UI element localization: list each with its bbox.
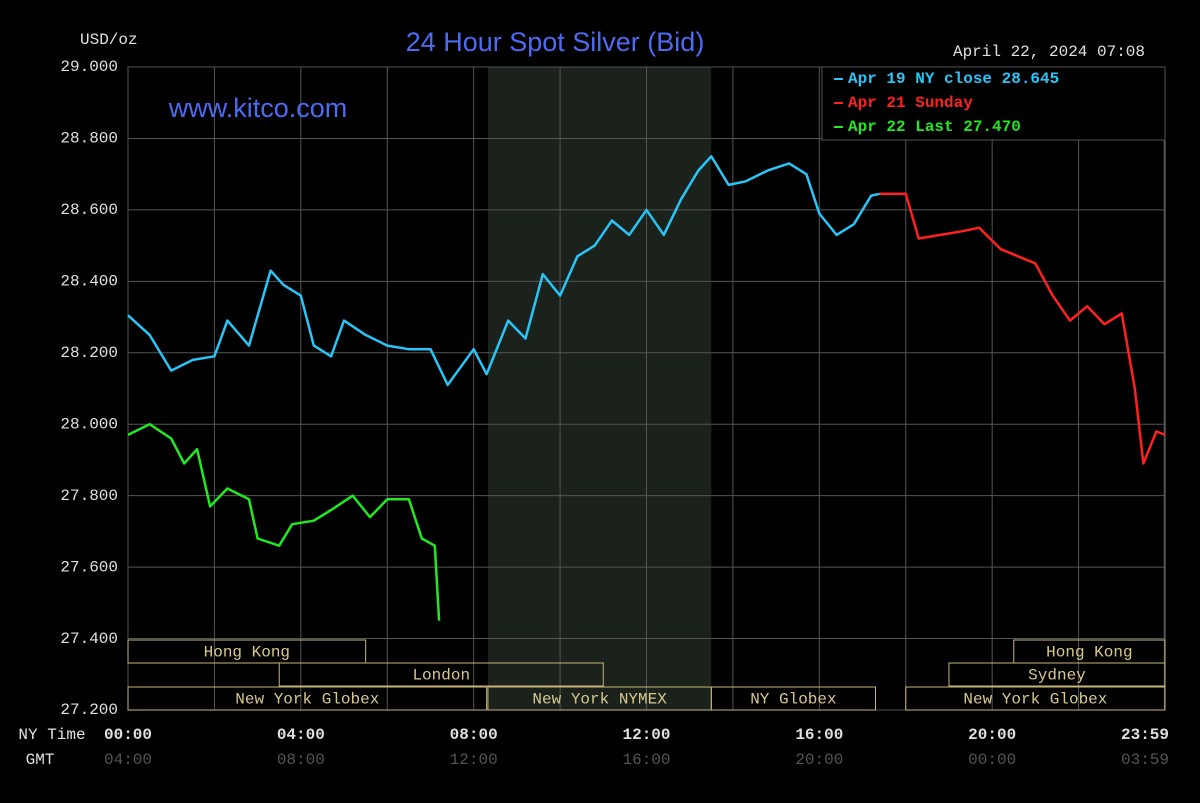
x-tick-label: 16:00 <box>795 726 843 744</box>
x-tick-label: 08:00 <box>450 726 498 744</box>
session-bar <box>710 686 877 711</box>
session-bar <box>127 686 488 711</box>
y-tick-label: 28.600 <box>60 201 118 219</box>
y-tick-label: 28.400 <box>60 273 118 291</box>
timestamp: April 22, 2024 07:08 <box>953 43 1145 61</box>
gmt-tick-label: 12:00 <box>450 751 498 769</box>
x-tick-label: 12:00 <box>622 726 670 744</box>
y-tick-label: 27.200 <box>60 701 118 719</box>
session-label: London <box>412 667 470 685</box>
chart-title: 24 Hour Spot Silver (Bid) <box>406 27 705 57</box>
y-tick-label: 27.600 <box>60 558 118 576</box>
session-bar <box>127 639 367 664</box>
x-axis-label: NY Time <box>18 726 85 744</box>
y-unit: USD/oz <box>80 31 138 49</box>
y-tick-label: 28.800 <box>60 130 118 148</box>
gmt-tick-label: 00:00 <box>968 751 1016 769</box>
shade <box>487 67 712 710</box>
session-label: Sydney <box>1028 667 1086 685</box>
x-tick-label: 23:59 <box>1121 726 1169 744</box>
series-line <box>127 422 441 621</box>
session-label: NY Globex <box>750 691 836 709</box>
x-tick-label: 20:00 <box>968 726 1016 744</box>
legend-entry: Apr 22 Last 27.470 <box>848 118 1021 136</box>
gmt-tick-label: 04:00 <box>104 751 152 769</box>
session-label: Hong Kong <box>204 644 290 662</box>
y-tick-label: 28.200 <box>60 344 118 362</box>
session-label: New York Globex <box>235 691 379 709</box>
series-line <box>127 155 881 387</box>
legend-entry: Apr 21 Sunday <box>848 94 973 112</box>
session-bar <box>948 662 1166 687</box>
gmt-tick-label: 16:00 <box>622 751 670 769</box>
gmt-tick-label: 20:00 <box>795 751 843 769</box>
series-line <box>879 192 1166 465</box>
x-tick-label: 04:00 <box>277 726 325 744</box>
legend-box <box>821 66 1166 141</box>
legend-entry: Apr 19 NY close 28.645 <box>848 70 1059 88</box>
session-label: New York NYMEX <box>532 691 667 709</box>
y-tick-label: 29.000 <box>60 58 118 76</box>
watermark: www.kitco.com <box>168 93 348 123</box>
gmt-tick-label: 08:00 <box>277 751 325 769</box>
gmt-tick-label: 03:59 <box>1121 751 1169 769</box>
x-axis-label: GMT <box>26 751 55 769</box>
session-label: New York Globex <box>963 691 1107 709</box>
x-tick-label: 00:00 <box>104 726 152 744</box>
y-tick-label: 28.000 <box>60 415 118 433</box>
y-tick-label: 27.800 <box>60 487 118 505</box>
session-bar <box>905 686 1166 711</box>
y-tick-label: 27.400 <box>60 630 118 648</box>
session-bar <box>278 662 604 687</box>
session-label: Hong Kong <box>1046 644 1132 662</box>
